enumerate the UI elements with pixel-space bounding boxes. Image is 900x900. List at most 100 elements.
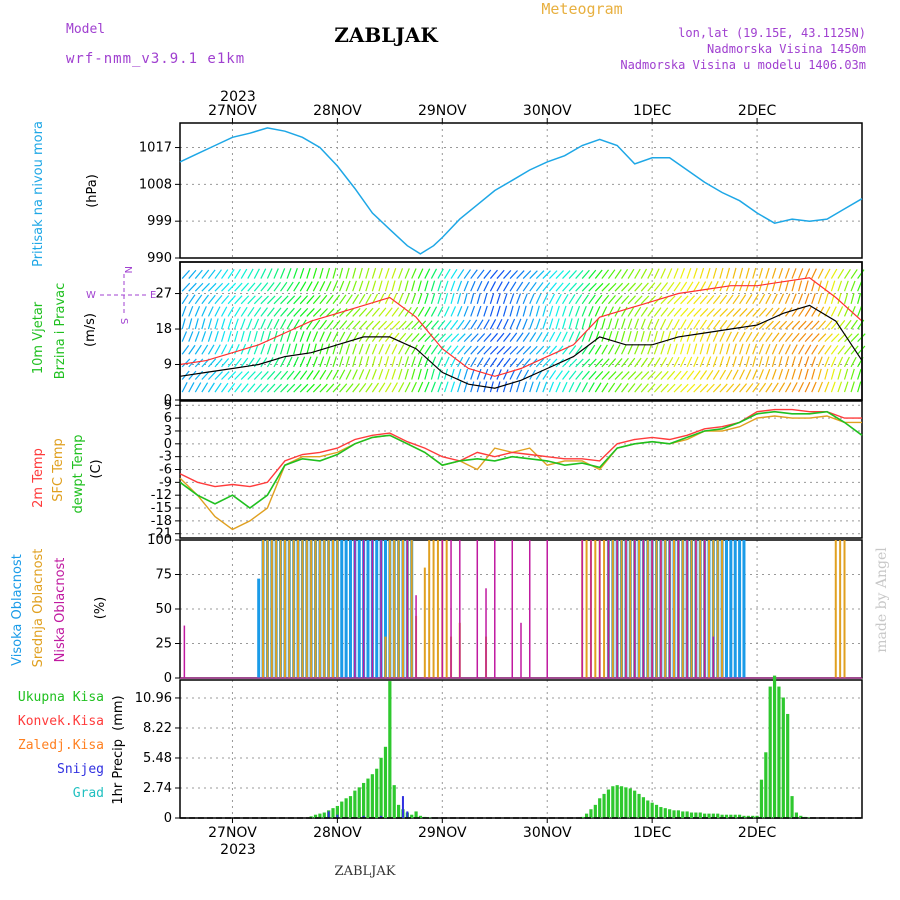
wind-barb (784, 356, 790, 368)
wind-barb (463, 269, 471, 279)
wind-barb (699, 383, 709, 393)
wind-barb (752, 307, 761, 317)
precip-bar (703, 813, 707, 818)
cloud-bar-cloud_mid (690, 540, 693, 678)
precip-bar (427, 817, 431, 818)
wind-barb (627, 383, 636, 393)
wind-barb (758, 332, 766, 342)
wind-barb (312, 383, 322, 393)
wind-barb (378, 307, 387, 317)
wind-barb (214, 282, 224, 292)
wind-barb (745, 307, 755, 317)
precip-ylabel: 1hr Precip (mm) (111, 695, 126, 804)
precip-bar (401, 796, 404, 818)
wind-barb (234, 383, 242, 393)
wind-barb (732, 294, 740, 305)
precip-bar (768, 686, 772, 818)
wind-barb (555, 270, 564, 279)
wind-barb (647, 357, 655, 368)
cloud-bar-cloud_mid (262, 540, 265, 678)
wind-barb (529, 381, 534, 393)
cloud-bar-cloud_low (380, 540, 382, 678)
wind-barb (306, 267, 311, 279)
wind-barb (522, 281, 530, 292)
wind-barb (765, 332, 773, 342)
precip-bar (751, 815, 755, 818)
bottom-year-label: 2023 (220, 842, 256, 858)
wind-barb (699, 308, 709, 317)
wind-barb (726, 320, 734, 330)
wind-barb (581, 331, 587, 342)
wind-barb (411, 320, 420, 330)
cloud-bar-cloud_high (383, 540, 387, 678)
wind-barb (424, 320, 433, 330)
wind-barb (673, 268, 679, 279)
wind-barb (326, 308, 335, 317)
wind-barb (791, 280, 796, 292)
wind-barb (673, 370, 682, 380)
wind-barb (529, 281, 537, 292)
footer-station: ZABLJAK (335, 864, 396, 879)
wind-barb (535, 305, 540, 317)
wind-barb (437, 268, 444, 279)
wind-barb (686, 356, 693, 368)
wind-barb (266, 357, 274, 368)
wind-barb (503, 332, 511, 343)
precip-bar (379, 757, 383, 818)
wind-barb (562, 294, 569, 305)
wind-barb (470, 305, 476, 317)
wind-barb (358, 280, 364, 292)
wind-barb (489, 293, 495, 304)
cloud-bar-cloud_mid (843, 540, 846, 678)
wind-barb (457, 280, 463, 292)
wind-barb (181, 331, 188, 342)
precip-bar (724, 814, 729, 818)
wind-barb (463, 333, 473, 343)
wind-barb (817, 356, 823, 368)
wind-barb (444, 320, 452, 330)
cloud-bar-cloud_low (459, 540, 461, 678)
legend-frz-rain: Zaledj.Kisa (18, 738, 104, 753)
wind-barb (817, 320, 826, 330)
wind-barb (614, 269, 622, 279)
legend-conv-rain: Konvek.Kisa (18, 714, 104, 729)
wind-barb (247, 268, 254, 279)
wind-barb (686, 343, 691, 355)
wind-barb (686, 295, 696, 305)
wind-barb (489, 345, 499, 355)
wind-barb (470, 293, 475, 304)
cloud-ytick-label: 25 (155, 637, 172, 652)
wind-barb (732, 320, 741, 330)
temp-ytick-label: -21 (151, 527, 172, 542)
precip-panel: 0 2.74 5.48 8.22 10.96 (135, 675, 863, 826)
cloud-bar-cloud_mid (594, 540, 597, 678)
cloud-bar-cloud_low (677, 540, 680, 678)
wind-barb (378, 280, 383, 292)
wind-barb (371, 356, 376, 368)
wind-barb (712, 356, 718, 368)
wind-barb (647, 371, 656, 380)
wind-barb (417, 306, 425, 317)
wind-barb (522, 358, 531, 368)
wind-barb (207, 294, 216, 305)
wind-barb (784, 268, 790, 279)
wind-barb (378, 382, 386, 393)
wind-barb (679, 343, 685, 355)
station-title: ZABLJAK (334, 23, 438, 47)
wind-barb (502, 281, 510, 292)
wind-barb (286, 268, 292, 279)
cloud-bar-cloud_high (724, 540, 728, 678)
temp-ylabel2: SFC Temp (51, 438, 66, 502)
wind-barb (614, 344, 621, 355)
cloud-bar-cloud_mid (611, 540, 614, 678)
cloud-ytick-label: 50 (155, 602, 172, 617)
cloud-bar-cloud_mid (721, 540, 724, 678)
wind-barb (214, 318, 219, 330)
wind-barb (411, 333, 420, 343)
wind-barb (601, 269, 610, 279)
wind-barb (771, 280, 777, 292)
wind-barb (345, 331, 353, 342)
wind-barb (568, 318, 573, 330)
cloud-bar-cloud_mid (292, 540, 295, 678)
wind-barb (660, 318, 667, 330)
